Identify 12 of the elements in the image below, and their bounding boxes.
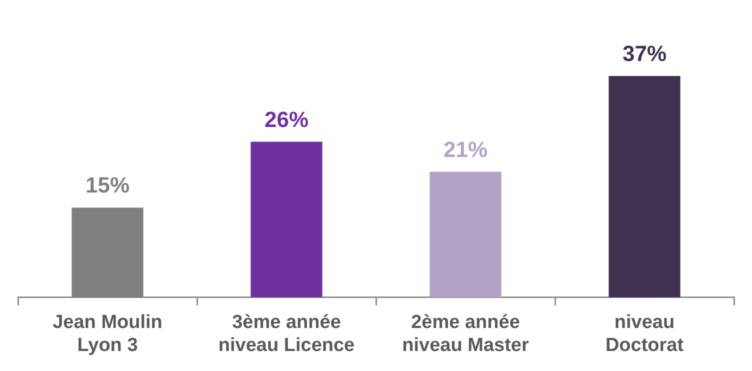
x-tick-label: niveau Doctorat <box>605 312 684 356</box>
data-label: 26% <box>264 106 309 132</box>
bar <box>250 142 322 298</box>
data-label: 15% <box>85 172 130 198</box>
x-tick-label: 3ème année niveau Licence <box>218 312 355 356</box>
x-tick-label: Jean Moulin Lyon 3 <box>52 312 162 356</box>
bar <box>430 172 502 298</box>
bar <box>72 208 144 298</box>
x-tick-label: 2ème année niveau Master <box>402 312 530 356</box>
bar <box>608 76 680 298</box>
data-label: 21% <box>443 136 488 162</box>
data-label: 37% <box>622 41 667 66</box>
